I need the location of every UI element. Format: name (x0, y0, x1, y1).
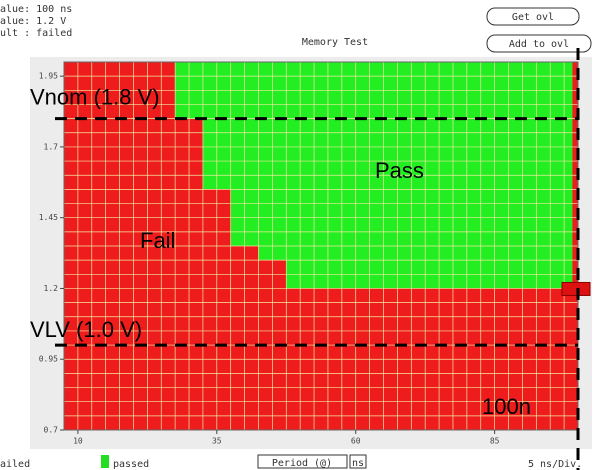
annotation: Fail (140, 228, 175, 253)
info-line: alue: 1.2 V (0, 16, 66, 27)
annotation: Pass (375, 158, 424, 183)
annotation: Vnom (1.8 V) (30, 85, 160, 110)
y-tick-label: 1.95 (39, 72, 58, 81)
y-tick-label: 0.7 (44, 426, 59, 435)
info-line: ult : failed (0, 28, 72, 39)
y-tick-label: 1.7 (44, 142, 59, 151)
y-tick-label: 1.2 (44, 284, 59, 293)
info-line: alue: 100 ns (0, 4, 72, 15)
scale-label: 5 ns/Div. (528, 459, 582, 470)
axis-field[interactable] (257, 454, 348, 469)
axis-label[interactable]: Period (@) (272, 458, 332, 469)
legend-passed: passed (113, 459, 149, 470)
annotation: VLV (1.0 V) (30, 317, 142, 342)
x-tick-label: 85 (490, 437, 500, 446)
unit-field[interactable] (349, 454, 367, 469)
annotation: 100n (482, 394, 531, 419)
title: Memory Test (302, 37, 368, 48)
unit-label[interactable]: ns (352, 458, 364, 469)
cursor (561, 281, 591, 296)
y-tick-label: 0.95 (39, 355, 58, 364)
legend-swatch (101, 455, 109, 468)
button[interactable] (486, 34, 592, 53)
button-label[interactable]: Get ovl (512, 12, 554, 23)
button-label[interactable]: Add to ovl (509, 39, 569, 50)
x-tick-label: 35 (212, 437, 222, 446)
y-tick-label: 1.45 (39, 213, 58, 222)
x-tick-label: 60 (351, 437, 361, 446)
x-tick-label: 10 (73, 437, 83, 446)
legend-failed: ailed (0, 459, 30, 470)
plot-frame (63, 61, 579, 431)
button[interactable] (486, 7, 580, 26)
